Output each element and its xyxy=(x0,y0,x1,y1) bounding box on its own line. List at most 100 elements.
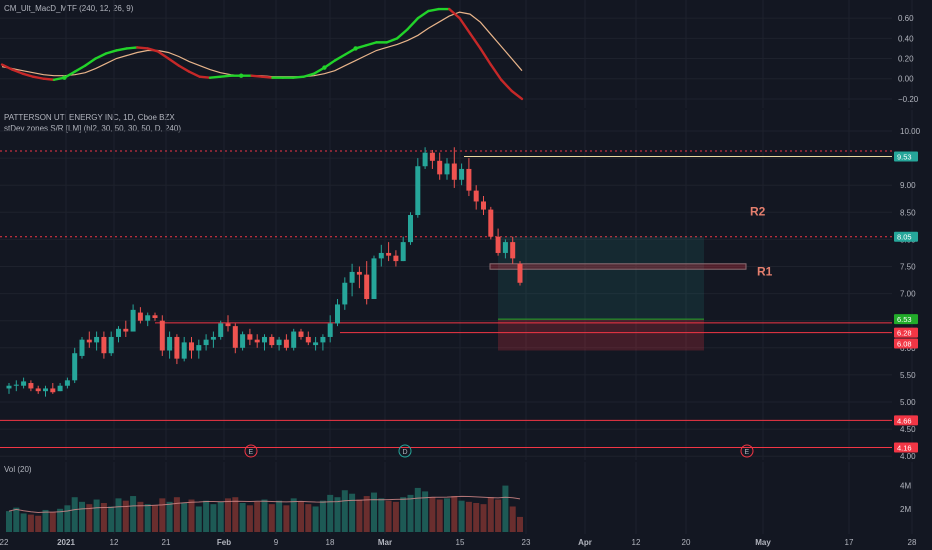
volume-bar xyxy=(422,491,429,532)
volume-bar xyxy=(166,501,173,532)
volume-bar xyxy=(495,499,502,532)
volume-bar xyxy=(349,493,356,532)
volume-bar xyxy=(473,503,480,532)
macd-line-segment xyxy=(458,16,472,35)
volume-bar xyxy=(225,498,231,532)
event-marker xyxy=(244,444,258,458)
candle-body xyxy=(378,252,384,259)
candle-body xyxy=(137,312,143,321)
volume-bar xyxy=(6,511,12,532)
candle-body xyxy=(116,328,121,337)
price-tag xyxy=(894,231,918,242)
price-tick-label: 4.00 xyxy=(900,452,916,460)
candle-body xyxy=(327,323,333,337)
price-pane: PATTERSON UTI ENERGY INC, 1D, Cboe BZX s… xyxy=(0,110,932,460)
macd-line-segment xyxy=(260,75,274,79)
time-label: 23 xyxy=(522,538,531,547)
price-tag-label: 6.08 xyxy=(897,339,912,348)
price-tag-label: 9.53 xyxy=(897,152,912,161)
volume-bar xyxy=(436,499,443,532)
volume-bar xyxy=(502,485,509,532)
volume-bar xyxy=(465,501,472,532)
candle-body xyxy=(79,339,85,356)
volume-bar xyxy=(319,500,326,532)
candle-body xyxy=(393,255,399,262)
volume-bar xyxy=(64,505,71,532)
price-title: PATTERSON UTI ENERGY INC, 1D, Cboe BZX xyxy=(4,113,175,122)
volume-bar xyxy=(217,501,224,532)
candle-body xyxy=(152,315,158,318)
volume-bar xyxy=(283,505,290,532)
volume-bar xyxy=(79,501,85,532)
candle-body xyxy=(203,339,209,346)
price-tick-label: 10.00 xyxy=(900,127,921,136)
candle-body xyxy=(408,215,413,243)
macd-line-segment xyxy=(364,41,378,47)
time-label: Apr xyxy=(578,538,592,547)
volume-bar xyxy=(487,497,494,532)
macd-line-segment xyxy=(11,68,24,75)
time-label: 20 xyxy=(682,538,691,547)
volume-bar xyxy=(429,497,436,532)
candle-body xyxy=(298,331,304,337)
volume-bar xyxy=(181,503,188,532)
volume-bar xyxy=(312,506,319,532)
macd-line-segment xyxy=(302,72,316,78)
price-tick-label: 7.50 xyxy=(900,263,916,272)
macd-pane: CM_Ult_MacD_MTF (240, 12, 26, 9) 0.60 0.4… xyxy=(0,0,932,108)
candle-body xyxy=(437,160,443,175)
candle-body xyxy=(167,336,173,351)
volume-bar xyxy=(152,505,158,532)
volume-bar xyxy=(407,494,414,532)
volume-bar xyxy=(86,504,93,532)
volume-bar xyxy=(290,498,297,532)
macd-line-segment xyxy=(396,28,409,40)
price-tick-label: 9.00 xyxy=(900,181,916,190)
price-tag-label: 4.66 xyxy=(897,416,912,425)
volume-bar xyxy=(371,492,377,532)
macd-line-segment xyxy=(448,7,461,20)
macd-title: CM_Ult_MacD_MTF (240, 12, 26, 9) xyxy=(4,4,134,13)
candle-body xyxy=(145,315,151,321)
volume-bar xyxy=(35,515,42,532)
candle-body xyxy=(108,336,114,354)
volume-bar xyxy=(305,504,312,532)
candle-body xyxy=(6,385,12,389)
volume-bar xyxy=(100,503,107,532)
macd-line-segment xyxy=(125,46,139,50)
volume-bar xyxy=(509,506,516,532)
volume-bar xyxy=(232,497,239,532)
time-axis-svg: 22 2021 12 21 Feb 9 18 Mar 15 23 Apr 12 20 May 17 28 xyxy=(0,538,917,547)
candle-body xyxy=(13,384,19,386)
time-axis: 22 2021 12 21 Feb 9 18 Mar 15 23 Apr 12 20 May 17 28 xyxy=(0,534,932,550)
candle-body xyxy=(181,342,187,359)
candle-body xyxy=(495,236,501,253)
volume-bar xyxy=(327,494,334,532)
candle-body xyxy=(225,323,231,327)
candle-body xyxy=(429,152,435,161)
volume-bar xyxy=(93,499,100,532)
zone-label-r2: R2 xyxy=(750,205,766,219)
candle-body xyxy=(232,326,238,348)
volume-bar xyxy=(261,499,268,532)
volume-bar xyxy=(268,504,275,532)
macd-tick-label: −0.20 xyxy=(898,95,919,104)
macd-line-segment xyxy=(0,63,14,71)
volume-bar xyxy=(49,512,56,532)
candle-body xyxy=(43,388,48,392)
candle-body xyxy=(174,336,180,359)
volume-bar xyxy=(203,500,210,532)
volume-bar xyxy=(173,497,180,532)
price-tick-label: 5.00 xyxy=(900,398,916,407)
volume-bar xyxy=(27,514,34,532)
candle-body xyxy=(335,304,340,324)
volume-bar xyxy=(458,500,465,532)
volume-bar xyxy=(480,504,487,532)
macd-line-segment xyxy=(489,63,503,81)
price-tag-label: 8.05 xyxy=(897,233,912,242)
volume-bar xyxy=(363,496,370,532)
price-tick-label: 7.00 xyxy=(900,290,916,299)
candle-body xyxy=(451,163,457,180)
volume-bar xyxy=(334,497,341,532)
macd-line-segment xyxy=(32,75,45,80)
